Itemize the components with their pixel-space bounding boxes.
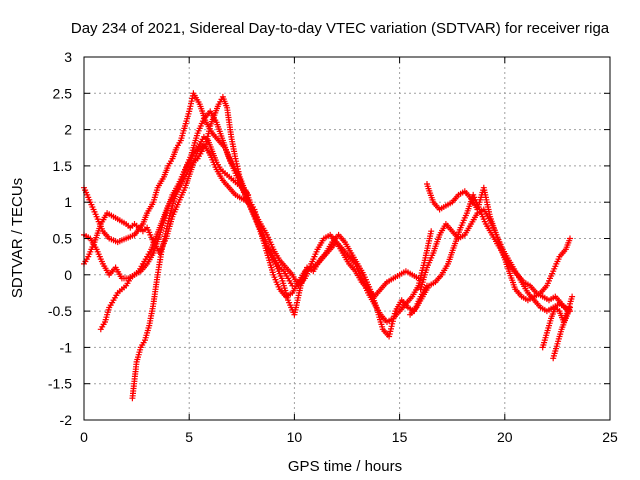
series-trace-h	[417, 206, 573, 315]
y-tick-label: 0	[64, 267, 72, 283]
series-trace-i	[539, 293, 576, 351]
y-axis-label: SDTVAR / TECUs	[9, 178, 26, 298]
y-tick-label: -0.5	[48, 303, 72, 319]
y-tick-label: -1	[60, 339, 73, 355]
series-markers	[417, 206, 573, 315]
y-tick-label: 3	[64, 49, 72, 65]
data-point-marker	[567, 304, 573, 311]
y-tick-label: 2.5	[53, 85, 73, 101]
series-layer	[81, 90, 576, 402]
series-trace-j	[550, 304, 573, 362]
x-tick-label: 10	[287, 429, 303, 445]
x-tick-label: 5	[185, 429, 193, 445]
y-tick-label: -2	[60, 412, 73, 428]
data-point-marker	[569, 293, 576, 300]
y-tick-label: 0.5	[53, 231, 73, 247]
data-point-marker	[428, 228, 435, 235]
series-markers	[97, 93, 252, 333]
x-tick-label: 25	[602, 429, 618, 445]
y-tick-label: 1	[64, 194, 72, 210]
series-markers	[539, 293, 576, 351]
grid-lines	[84, 57, 610, 420]
x-axis-label: GPS time / hours	[288, 458, 402, 475]
series-trace-d	[97, 93, 252, 333]
series-markers	[550, 304, 573, 362]
x-tick-labels: 0 5 10 15 20 25	[80, 429, 618, 445]
x-tick-label: 0	[80, 429, 88, 445]
y-tick-label: -1.5	[48, 376, 72, 392]
y-tick-label: 2	[64, 122, 72, 138]
series-markers	[129, 133, 296, 402]
y-tick-label: 1.5	[53, 158, 73, 174]
series-line	[419, 208, 571, 312]
series-trace-e	[129, 133, 296, 402]
axis-ticks	[83, 56, 611, 421]
x-tick-label: 15	[392, 429, 408, 445]
y-tick-labels: -2 -1.5 -1 -0.5 0 0.5 1 1.5 2 2.5 3	[48, 49, 72, 428]
data-point-marker	[567, 235, 573, 242]
chart-title: Day 234 of 2021, Sidereal Day-to-day VTE…	[71, 20, 610, 37]
data-point-marker	[415, 275, 422, 282]
x-tick-label: 20	[497, 429, 513, 445]
data-point-marker	[289, 282, 296, 289]
